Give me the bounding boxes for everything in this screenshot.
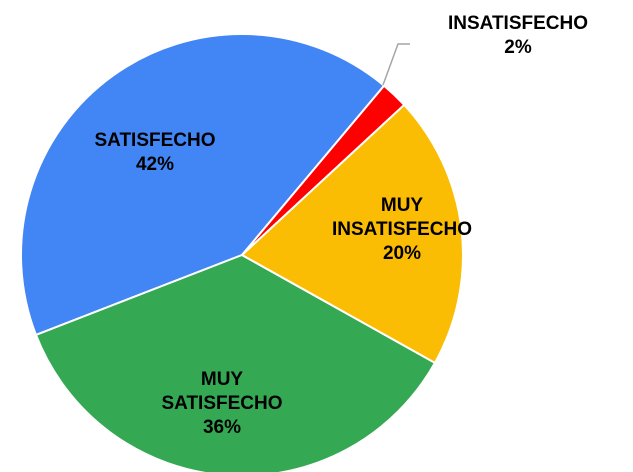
- leader-line: [382, 43, 410, 86]
- pie-slice: [241, 84, 406, 256]
- value-label: 36%: [202, 417, 242, 438]
- slice-label: MUY SATISFECHO 36%: [147, 368, 297, 440]
- value-label: 2%: [504, 37, 532, 58]
- category-label: INSATISFECHO: [447, 13, 589, 34]
- value-label: 42%: [135, 154, 175, 175]
- category-label: MUY INSATISFECHO: [331, 195, 473, 240]
- slice-label: SATISFECHO 42%: [75, 129, 235, 177]
- slice-label: MUY INSATISFECHO 20%: [315, 194, 490, 266]
- value-label: 20%: [382, 243, 422, 264]
- pie-slice: [240, 103, 464, 365]
- pie-slice: [34, 253, 437, 472]
- category-label: MUY SATISFECHO: [161, 369, 283, 414]
- pie-slice: [20, 33, 386, 337]
- category-label: SATISFECHO: [94, 130, 216, 151]
- slice-label: INSATISFECHO 2%: [428, 12, 608, 60]
